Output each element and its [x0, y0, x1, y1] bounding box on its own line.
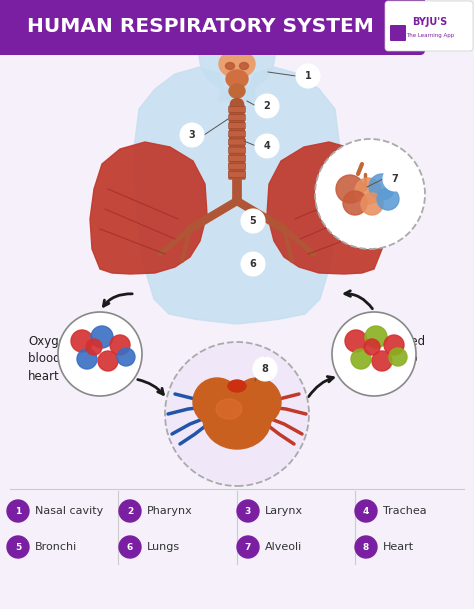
FancyBboxPatch shape — [0, 0, 400, 50]
Text: Nasal cavity: Nasal cavity — [35, 506, 103, 516]
Circle shape — [237, 536, 259, 558]
Ellipse shape — [228, 380, 246, 392]
Ellipse shape — [216, 399, 242, 419]
FancyBboxPatch shape — [228, 114, 246, 121]
Circle shape — [255, 94, 279, 118]
Text: 7: 7 — [392, 174, 398, 184]
Circle shape — [117, 348, 135, 366]
Text: Heart: Heart — [383, 542, 414, 552]
Ellipse shape — [226, 63, 235, 69]
Circle shape — [165, 342, 309, 486]
Text: 1: 1 — [305, 71, 311, 81]
Circle shape — [110, 335, 130, 355]
Circle shape — [355, 500, 377, 522]
Polygon shape — [134, 67, 340, 324]
FancyBboxPatch shape — [228, 123, 246, 128]
Circle shape — [7, 536, 29, 558]
Text: 7: 7 — [245, 543, 251, 552]
Text: 5: 5 — [15, 543, 21, 552]
Circle shape — [180, 123, 204, 147]
FancyBboxPatch shape — [228, 163, 246, 169]
Polygon shape — [229, 105, 245, 179]
FancyBboxPatch shape — [228, 139, 246, 145]
Circle shape — [241, 209, 265, 233]
Text: Bronchi: Bronchi — [35, 542, 77, 552]
Circle shape — [365, 326, 387, 348]
Text: BYJU'S: BYJU'S — [412, 17, 447, 27]
Circle shape — [86, 339, 102, 355]
Circle shape — [237, 500, 259, 522]
Text: HUMAN RESPIRATORY SYSTEM: HUMAN RESPIRATORY SYSTEM — [27, 16, 374, 35]
Text: Alveoli: Alveoli — [265, 542, 302, 552]
Circle shape — [119, 500, 141, 522]
Circle shape — [345, 330, 367, 352]
Circle shape — [383, 167, 407, 191]
Polygon shape — [219, 89, 255, 101]
Text: Larynx: Larynx — [265, 506, 303, 516]
Circle shape — [315, 139, 425, 249]
Text: 2: 2 — [127, 507, 133, 515]
FancyBboxPatch shape — [228, 147, 246, 153]
FancyBboxPatch shape — [390, 25, 406, 41]
Text: 4: 4 — [363, 507, 369, 515]
Circle shape — [355, 178, 381, 204]
Circle shape — [372, 351, 392, 371]
Ellipse shape — [219, 50, 255, 78]
Ellipse shape — [239, 63, 248, 69]
Circle shape — [336, 175, 364, 203]
Circle shape — [369, 174, 395, 200]
Text: 6: 6 — [127, 543, 133, 552]
FancyBboxPatch shape — [228, 131, 246, 137]
FancyBboxPatch shape — [228, 172, 246, 177]
Circle shape — [355, 536, 377, 558]
Circle shape — [7, 500, 29, 522]
Circle shape — [91, 326, 113, 348]
Circle shape — [98, 351, 118, 371]
Text: 5: 5 — [250, 216, 256, 226]
Circle shape — [361, 193, 383, 215]
Text: 1: 1 — [15, 507, 21, 515]
FancyBboxPatch shape — [0, 0, 425, 55]
Circle shape — [364, 339, 380, 355]
Polygon shape — [267, 142, 384, 274]
Ellipse shape — [230, 99, 244, 110]
Circle shape — [58, 312, 142, 396]
Ellipse shape — [226, 70, 248, 88]
Text: 3: 3 — [245, 507, 251, 515]
Text: Pharynx: Pharynx — [147, 506, 193, 516]
FancyBboxPatch shape — [385, 1, 473, 51]
Circle shape — [377, 188, 399, 210]
Circle shape — [384, 335, 404, 355]
Text: 2: 2 — [264, 101, 270, 111]
Text: Lungs: Lungs — [147, 542, 180, 552]
Circle shape — [296, 64, 320, 88]
Text: 8: 8 — [262, 364, 268, 374]
Circle shape — [343, 191, 367, 215]
Text: Oxygenated
blood sent to
heart: Oxygenated blood sent to heart — [28, 334, 106, 384]
Text: 8: 8 — [363, 543, 369, 552]
Circle shape — [199, 16, 275, 92]
Circle shape — [233, 378, 281, 426]
FancyBboxPatch shape — [228, 155, 246, 161]
Circle shape — [351, 349, 371, 369]
Circle shape — [255, 134, 279, 158]
FancyBboxPatch shape — [228, 107, 246, 113]
Text: Trachea: Trachea — [383, 506, 427, 516]
Text: Deoxygenated
blood sent to
lungs: Deoxygenated blood sent to lungs — [340, 334, 426, 384]
Text: 4: 4 — [264, 141, 270, 151]
Circle shape — [389, 348, 407, 366]
Circle shape — [71, 330, 93, 352]
Polygon shape — [90, 142, 207, 274]
Ellipse shape — [203, 389, 271, 449]
Text: 6: 6 — [250, 259, 256, 269]
Ellipse shape — [229, 84, 245, 98]
Circle shape — [253, 357, 277, 381]
Text: The Learning App: The Learning App — [406, 32, 454, 38]
Circle shape — [77, 349, 97, 369]
Circle shape — [241, 252, 265, 276]
Circle shape — [193, 378, 241, 426]
Circle shape — [119, 536, 141, 558]
Text: 3: 3 — [189, 130, 195, 140]
Circle shape — [332, 312, 416, 396]
